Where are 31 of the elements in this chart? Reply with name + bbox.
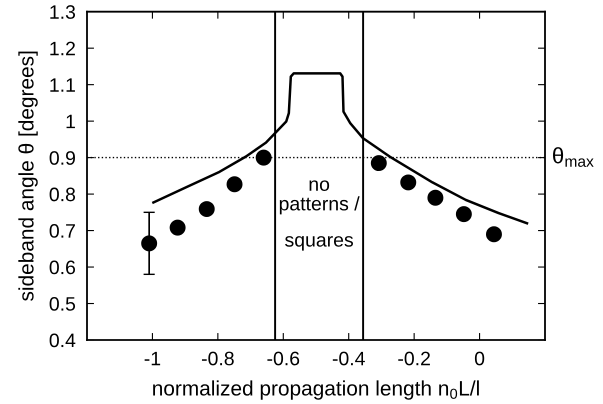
x-tick-label: -0.6: [267, 352, 300, 366]
x-tick-label: 0: [474, 352, 484, 366]
y-tick-label: 1.3: [50, 5, 76, 19]
point: [256, 150, 272, 166]
y-tick-label: 0.4: [50, 333, 76, 348]
y-tick-label: 0.9: [50, 151, 75, 165]
x-tick-label: -0.4: [332, 352, 365, 366]
point: [456, 206, 472, 222]
point: [427, 190, 444, 206]
x-axis-title: normalized propagation length n$_{0}$L/l: [153, 380, 479, 400]
annotation: squares: [285, 236, 353, 251]
point: [400, 174, 416, 190]
point: [198, 201, 215, 218]
y-axis-title: sideband angle θ [degrees]: [18, 52, 38, 301]
y-tick-label: 0.7: [50, 224, 75, 238]
y-tick-label: 1.2: [50, 42, 75, 56]
point: [370, 155, 387, 172]
x-tick-label: -1: [144, 352, 160, 366]
point: [226, 176, 243, 192]
y-tick-label: 1.1: [50, 78, 75, 92]
annotation: no patterns /: [280, 180, 360, 214]
point: [486, 226, 502, 242]
x-tick-label: -0.8: [202, 352, 234, 366]
x-tick-label: -0.2: [398, 352, 430, 366]
ref-line-label: θ$_{max}$: [553, 147, 594, 167]
point: [141, 235, 158, 252]
point: [170, 220, 186, 236]
y-tick-label: 1: [66, 114, 75, 128]
y-tick-label: 0.5: [50, 296, 76, 311]
y-tick-label: 0.8: [50, 188, 76, 202]
y-tick-label: 0.6: [50, 260, 76, 274]
